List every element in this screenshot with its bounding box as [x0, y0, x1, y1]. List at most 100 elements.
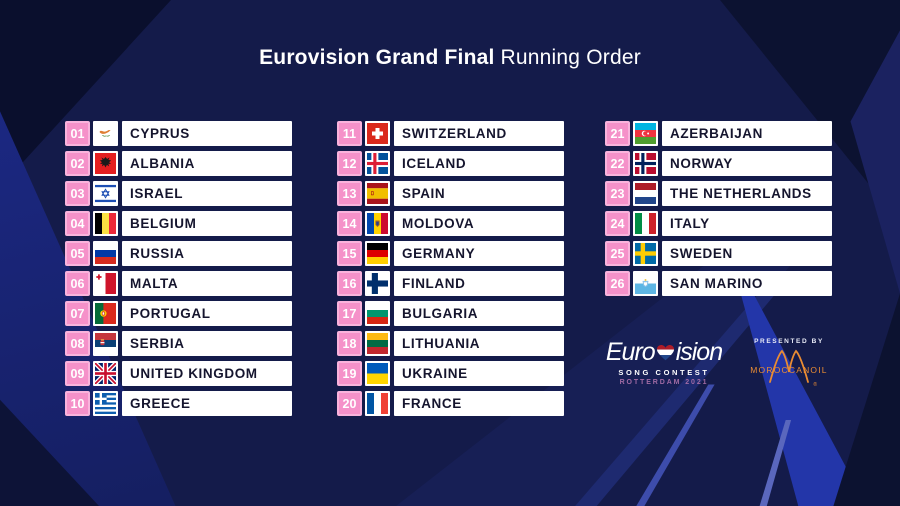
running-order-number: 07	[65, 301, 90, 326]
flag-france-icon	[365, 391, 390, 416]
running-order-row: 26 SAN MARINO	[605, 271, 832, 296]
flag-malta-icon	[93, 271, 118, 296]
registered-trademark-icon: ®	[813, 382, 817, 388]
running-order-row: 03 ISRAEL	[65, 181, 292, 206]
country-name: FINLAND	[394, 271, 564, 296]
running-order-number: 21	[605, 121, 630, 146]
country-name: NORWAY	[662, 151, 832, 176]
flag-israel-icon	[93, 181, 118, 206]
flag-germany-icon	[365, 241, 390, 266]
running-order-number: 11	[337, 121, 362, 146]
country-name: ALBANIA	[122, 151, 292, 176]
flag-switzerland-icon	[365, 121, 390, 146]
flag-italy-icon	[633, 211, 658, 236]
flag-azerbaijan-icon	[633, 121, 658, 146]
running-order-number: 04	[65, 211, 90, 236]
running-order-row: 16 FINLAND	[337, 271, 564, 296]
page-title: Eurovision Grand Final Running Order	[0, 46, 900, 70]
country-name: MALTA	[122, 271, 292, 296]
country-name: BULGARIA	[394, 301, 564, 326]
running-order-row: 24 ITALY	[605, 211, 832, 236]
running-order-row: 19 UKRAINE	[337, 361, 564, 386]
running-order-row: 14 MOLDOVA	[337, 211, 564, 236]
country-name: RUSSIA	[122, 241, 292, 266]
running-order-row: 05 RUSSIA	[65, 241, 292, 266]
country-name: UNITED KINGDOM	[122, 361, 292, 386]
running-order-number: 15	[337, 241, 362, 266]
running-order-row: 02 ALBANIA	[65, 151, 292, 176]
country-name: SAN MARINO	[662, 271, 832, 296]
sponsor-block: PRESENTED BY MOROCCANOIL ®	[741, 338, 837, 388]
running-order-row: 13 SPAIN	[337, 181, 564, 206]
flag-lithuania-icon	[365, 331, 390, 356]
country-name: MOLDOVA	[394, 211, 564, 236]
title-bold: Eurovision Grand Final	[259, 46, 495, 69]
running-order-row: 21 AZERBAIJAN	[605, 121, 832, 146]
flag-norway-icon	[633, 151, 658, 176]
running-order-row: 18 LITHUANIA	[337, 331, 564, 356]
running-order-number: 12	[337, 151, 362, 176]
country-name: ICELAND	[394, 151, 564, 176]
country-name: SPAIN	[394, 181, 564, 206]
country-name: LITHUANIA	[394, 331, 564, 356]
presented-by-label: PRESENTED BY	[754, 338, 824, 345]
running-order-column-3: 21 AZERBAIJAN 22 NORWAY 23 THE NETHERLAN…	[605, 121, 832, 296]
country-name: AZERBAIJAN	[662, 121, 832, 146]
country-name: THE NETHERLANDS	[662, 181, 832, 206]
flag-netherlands-icon	[633, 181, 658, 206]
running-order-number: 06	[65, 271, 90, 296]
flag-albania-icon	[93, 151, 118, 176]
flag-spain-icon	[365, 181, 390, 206]
running-order-number: 14	[337, 211, 362, 236]
country-name: PORTUGAL	[122, 301, 292, 326]
country-name: ISRAEL	[122, 181, 292, 206]
running-order-number: 02	[65, 151, 90, 176]
running-order-row: 23 THE NETHERLANDS	[605, 181, 832, 206]
running-order-row: 25 SWEDEN	[605, 241, 832, 266]
running-order-column-1: 01 CYPRUS 02 ALBANIA 03 ISRAEL 04 BELGIU…	[65, 121, 292, 416]
country-name: SWEDEN	[662, 241, 832, 266]
country-name: GERMANY	[394, 241, 564, 266]
flag-finland-icon	[365, 271, 390, 296]
running-order-number: 17	[337, 301, 362, 326]
running-order-row: 09 UNITED KINGDOM	[65, 361, 292, 386]
country-name: FRANCE	[394, 391, 564, 416]
running-order-number: 03	[65, 181, 90, 206]
running-order-row: 20 FRANCE	[337, 391, 564, 416]
running-order-number: 22	[605, 151, 630, 176]
country-name: UKRAINE	[394, 361, 564, 386]
song-contest-label: SONG CONTEST	[618, 368, 710, 377]
flag-belgium-icon	[93, 211, 118, 236]
country-name: SERBIA	[122, 331, 292, 356]
running-order-row: 10 GREECE	[65, 391, 292, 416]
running-order-number: 08	[65, 331, 90, 356]
moroccanoil-m-icon	[769, 349, 809, 383]
eurovision-logo: Euro ision SONG CONTEST ROTTERDAM 2021	[594, 338, 734, 387]
running-order-row: 01 CYPRUS	[65, 121, 292, 146]
running-order-number: 09	[65, 361, 90, 386]
flag-serbia-icon	[93, 331, 118, 356]
running-order-number: 26	[605, 271, 630, 296]
eurovision-wordmark-left: Euro	[605, 338, 656, 366]
country-name: BELGIUM	[122, 211, 292, 236]
flag-sweden-icon	[633, 241, 658, 266]
running-order-number: 13	[337, 181, 362, 206]
flag-uk-icon	[93, 361, 118, 386]
running-order-column-2: 11 SWITZERLAND 12 ICELAND 13 SPAIN 14 MO…	[337, 121, 564, 416]
running-order-number: 01	[65, 121, 90, 146]
eurovision-wordmark-right: ision	[675, 338, 723, 366]
country-name: CYPRUS	[122, 121, 292, 146]
running-order-row: 08 SERBIA	[65, 331, 292, 356]
running-order-number: 19	[337, 361, 362, 386]
flag-sanmarino-icon	[633, 271, 658, 296]
heart-dutch-flag-icon	[656, 341, 675, 361]
running-order-row: 11 SWITZERLAND	[337, 121, 564, 146]
running-order-row: 17 BULGARIA	[337, 301, 564, 326]
running-order-number: 10	[65, 391, 90, 416]
running-order-number: 23	[605, 181, 630, 206]
running-order-row: 12 ICELAND	[337, 151, 564, 176]
running-order-number: 18	[337, 331, 362, 356]
running-order-number: 16	[337, 271, 362, 296]
running-order-row: 07 PORTUGAL	[65, 301, 292, 326]
flag-moldova-icon	[365, 211, 390, 236]
